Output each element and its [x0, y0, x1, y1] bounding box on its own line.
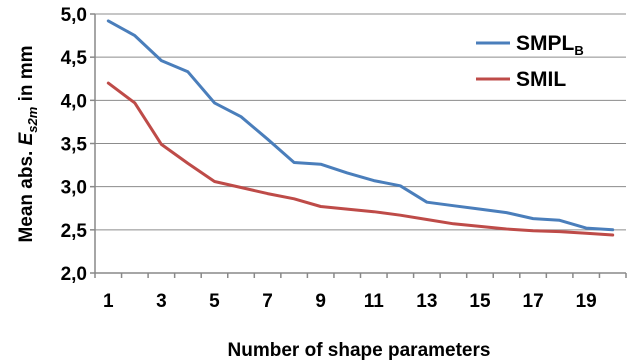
y-axis-title: Mean abs. Es2m in mm [16, 45, 40, 242]
y-tick-label: 3,0 [61, 178, 87, 199]
y-axis-title-sub: s2m [25, 106, 40, 132]
x-tick-label: 3 [156, 291, 167, 312]
x-tick-label: 9 [315, 291, 326, 312]
y-axis-title-prefix: Mean abs. [16, 145, 37, 242]
legend-label-smplb-sub: B [574, 43, 583, 58]
y-tick-label: 5,0 [61, 5, 87, 26]
legend: SMPLB SMIL [476, 32, 584, 91]
series-lines [106, 19, 615, 237]
y-tick-label: 4,0 [61, 91, 87, 112]
legend-label-smplb-name: SMPL [516, 32, 575, 55]
x-tick-label: 19 [576, 291, 597, 312]
x-tick-label: 17 [523, 291, 544, 312]
x-tick-label: 11 [364, 291, 385, 312]
x-axis-title: Number of shape parameters [228, 340, 491, 361]
x-tick-label: 15 [469, 291, 491, 312]
series-line-smplb [106, 19, 615, 232]
y-tick-label: 2,0 [61, 264, 87, 285]
tick-labels: 2,02,53,03,54,04,55,01 3 5 7 9 11 13 15 17 19 [61, 5, 627, 312]
series-line-smil [106, 81, 615, 237]
x-tick-label: 5 [209, 291, 220, 312]
y-axis-title-suffix: in mm [16, 45, 37, 106]
y-tick-label: 3,5 [61, 135, 88, 156]
y-axis-title-var: E [16, 131, 37, 145]
x-tick-label: 13 [416, 291, 437, 312]
y-tick-label: 2,5 [61, 221, 88, 242]
y-tick-label: 4,5 [61, 48, 88, 69]
x-tick-label: 7 [262, 291, 273, 312]
legend-label-smplb: SMPLB [516, 32, 584, 58]
legend-label-smil: SMIL [516, 68, 566, 91]
x-tick-label: 1 [103, 291, 114, 312]
